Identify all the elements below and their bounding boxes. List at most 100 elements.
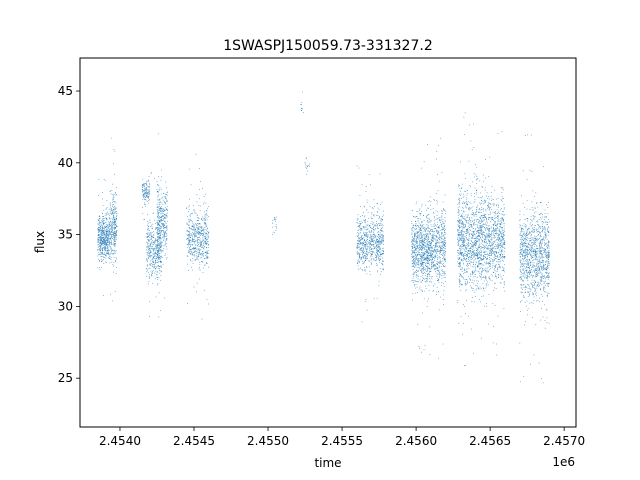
data-point (207, 253, 208, 254)
data-point (148, 257, 149, 259)
data-point (444, 217, 446, 218)
data-point (462, 217, 464, 219)
data-point (413, 263, 415, 265)
data-point (465, 233, 467, 235)
data-point (105, 231, 107, 232)
data-point (374, 246, 375, 248)
data-point (424, 242, 425, 244)
data-point (487, 266, 489, 268)
data-point (431, 238, 432, 240)
data-point (382, 257, 383, 259)
data-point (416, 246, 418, 247)
data-point (365, 253, 367, 254)
data-point (163, 231, 164, 233)
data-point (148, 232, 150, 234)
data-point (420, 247, 421, 249)
data-point (438, 256, 440, 257)
data-point (196, 257, 198, 258)
data-point (419, 245, 421, 247)
data-point (110, 204, 111, 206)
data-point (459, 273, 461, 274)
data-point (444, 260, 446, 262)
data-point (413, 266, 414, 268)
data-point (198, 254, 200, 255)
data-point (417, 247, 419, 248)
data-point (142, 195, 144, 197)
data-point (164, 230, 166, 232)
data-point (360, 220, 362, 222)
data-point (368, 174, 370, 175)
data-point (427, 254, 428, 256)
data-point (157, 225, 159, 226)
data-point (416, 274, 418, 276)
data-point (368, 246, 370, 248)
data-point (107, 231, 109, 233)
data-point (204, 252, 206, 253)
data-point (164, 217, 165, 218)
data-point (489, 214, 491, 215)
data-point (193, 233, 195, 235)
data-point (377, 202, 378, 204)
data-point (115, 223, 116, 225)
data-point (436, 203, 438, 205)
data-point (113, 234, 114, 236)
data-point (413, 280, 415, 281)
data-point (163, 218, 165, 220)
data-point (381, 234, 382, 236)
data-point (479, 229, 481, 230)
data-point (195, 232, 197, 234)
data-point (111, 208, 112, 209)
data-point (422, 264, 424, 266)
data-point (434, 264, 435, 266)
data-point (375, 255, 377, 256)
data-point (157, 284, 158, 286)
data-point (417, 267, 419, 268)
data-point (427, 263, 429, 264)
data-point (424, 247, 426, 248)
data-point (159, 229, 161, 231)
data-point (189, 246, 191, 248)
data-point (149, 252, 151, 254)
data-point (105, 250, 107, 252)
data-point (206, 210, 207, 211)
data-point (434, 230, 435, 232)
data-point (368, 217, 369, 219)
data-point (98, 238, 100, 240)
data-point (477, 235, 479, 236)
data-point (194, 248, 196, 250)
data-point (193, 252, 195, 253)
data-point (473, 222, 475, 224)
data-point (147, 243, 149, 244)
data-point (469, 256, 471, 258)
data-point (155, 229, 156, 231)
data-point (104, 225, 106, 227)
data-point (415, 234, 417, 236)
data-point (158, 233, 159, 234)
data-point (431, 242, 432, 243)
data-point (160, 240, 161, 242)
data-point (196, 224, 197, 226)
data-point (366, 309, 368, 311)
data-point (433, 252, 434, 254)
data-point (465, 365, 466, 366)
data-point (428, 247, 429, 248)
data-point (444, 258, 445, 260)
data-point (108, 249, 110, 251)
data-point (487, 258, 488, 260)
data-point (415, 233, 417, 235)
data-point (208, 206, 209, 207)
data-point (159, 247, 161, 249)
data-point (411, 228, 413, 229)
data-point (487, 271, 489, 273)
data-point (195, 236, 197, 238)
data-point (200, 257, 202, 259)
data-point (103, 263, 105, 264)
data-point (418, 258, 420, 259)
data-point (116, 226, 118, 228)
data-point (188, 224, 190, 226)
data-point (472, 232, 474, 233)
data-point (438, 282, 440, 284)
data-point (155, 244, 157, 246)
data-point (372, 240, 374, 242)
data-point (439, 251, 440, 252)
